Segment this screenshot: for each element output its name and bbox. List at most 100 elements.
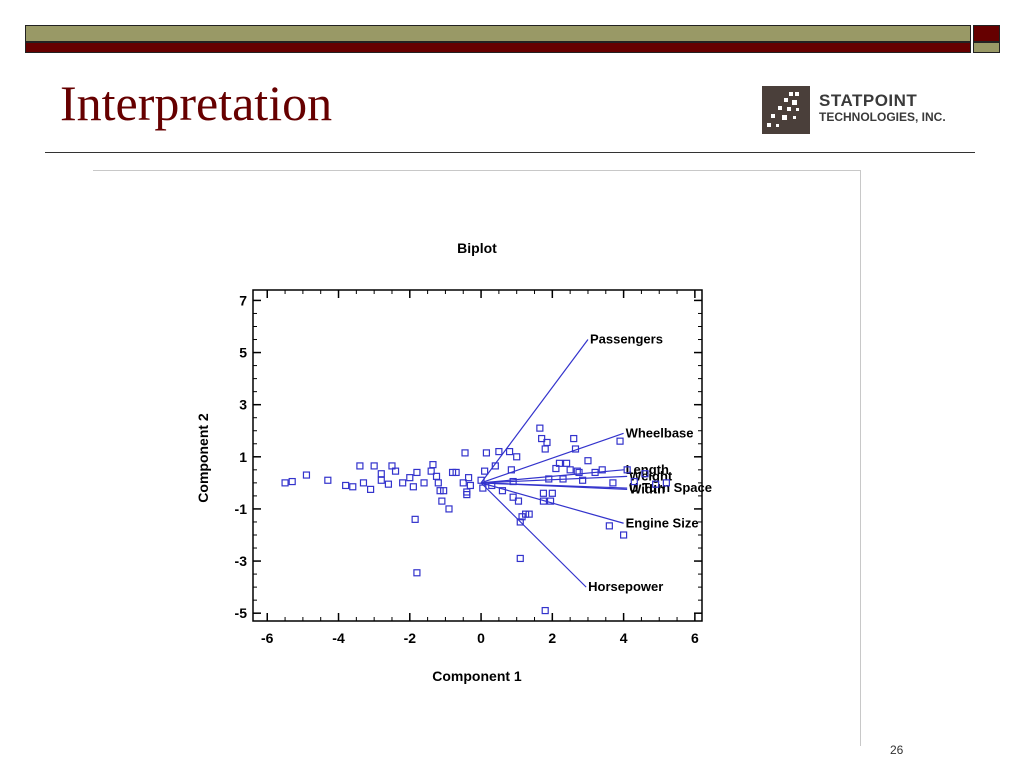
data-point <box>434 479 442 487</box>
x-tick-label: 0 <box>477 630 485 646</box>
data-point <box>370 462 378 470</box>
data-point <box>413 569 421 577</box>
data-point <box>324 476 332 484</box>
data-point <box>509 493 517 501</box>
header-bar-olive <box>25 25 971 42</box>
y-tick-label: -5 <box>235 605 248 621</box>
data-point <box>516 518 524 526</box>
logo-text-primary: STATPOINT <box>819 91 918 110</box>
data-point <box>438 497 446 505</box>
data-point <box>281 479 289 487</box>
data-point <box>623 466 631 474</box>
vector-label: Passengers <box>590 332 663 347</box>
data-point <box>555 459 564 467</box>
data-point <box>349 483 357 491</box>
data-point <box>616 437 624 445</box>
chart-title: Biplot <box>457 240 497 256</box>
data-point <box>514 497 523 505</box>
vector-line <box>480 482 624 524</box>
vector-label: Horsepower <box>588 579 663 594</box>
data-point <box>452 468 460 477</box>
data-point <box>541 606 549 615</box>
data-point <box>507 466 515 474</box>
data-point <box>538 434 546 443</box>
data-point <box>420 479 428 487</box>
data-point <box>566 466 574 474</box>
data-point <box>384 480 393 488</box>
x-tick-label: 4 <box>620 630 628 646</box>
y-tick-label: -3 <box>235 553 248 569</box>
data-point <box>482 449 491 457</box>
header-square-maroon <box>973 25 1000 42</box>
data-point <box>409 483 417 491</box>
x-axis-label: Component 1 <box>432 668 522 684</box>
data-point <box>559 475 567 483</box>
vector-line <box>480 339 589 484</box>
data-point <box>477 476 485 484</box>
data-point <box>495 447 503 456</box>
vector-label: Length <box>626 462 669 477</box>
data-point <box>584 457 592 465</box>
vector-label: Weight <box>629 468 673 483</box>
data-point <box>620 531 628 539</box>
vector-label: Engine Size <box>626 515 699 530</box>
plot-frame <box>252 289 703 622</box>
slide-title: Interpretation <box>60 75 333 131</box>
data-point <box>548 489 556 497</box>
data-point <box>641 470 649 478</box>
data-point <box>399 479 407 487</box>
score-points <box>281 424 670 615</box>
x-tick-label: -2 <box>404 630 417 646</box>
data-point <box>505 447 514 456</box>
data-point <box>411 515 419 523</box>
data-point <box>536 424 544 432</box>
vector-label: Wheelbase <box>626 425 694 440</box>
data-point <box>342 481 350 490</box>
data-point <box>466 481 474 490</box>
x-tick-label: 6 <box>691 630 699 646</box>
data-point <box>302 471 311 479</box>
logo-text-secondary: TECHNOLOGIES, INC. <box>819 110 946 124</box>
data-point <box>488 481 496 490</box>
data-point <box>513 453 521 461</box>
data-point <box>359 479 368 487</box>
vector-label: Width <box>629 481 665 496</box>
scattered-dots-logo-icon <box>762 86 810 134</box>
data-point <box>545 475 553 483</box>
y-tick-label: 5 <box>239 345 247 361</box>
x-tick-label: -6 <box>261 630 274 646</box>
data-point <box>573 467 581 475</box>
vector-line <box>481 482 628 490</box>
data-point <box>377 476 385 484</box>
header-bar-maroon <box>25 42 971 53</box>
data-point <box>464 474 473 482</box>
data-point <box>481 467 489 475</box>
slide-number: 26 <box>890 743 904 757</box>
vector-line <box>480 432 624 484</box>
header-square-olive <box>973 42 1000 53</box>
data-point <box>491 462 499 470</box>
chart-panel: Biplot -6 -4 -2 0 2 4 6 -5 -3 -1 1 3 5 7 Passengers Wh… <box>93 170 861 746</box>
data-point <box>571 445 580 453</box>
data-point <box>391 467 400 475</box>
y-tick-label: 7 <box>239 292 247 308</box>
data-point <box>356 462 364 470</box>
data-point <box>516 554 524 563</box>
data-point <box>377 470 385 478</box>
vector-line <box>481 475 628 484</box>
data-point <box>406 474 414 482</box>
y-tick-label: -1 <box>235 501 248 517</box>
data-point <box>609 479 617 487</box>
decorative-header-bar <box>25 25 1000 53</box>
x-tick-label: -4 <box>332 630 345 646</box>
data-point <box>459 479 467 487</box>
data-point <box>288 477 296 486</box>
data-point <box>498 487 507 495</box>
data-point <box>575 468 583 477</box>
company-logo: STATPOINT TECHNOLOGIES, INC. <box>762 86 1002 136</box>
data-point <box>662 479 670 487</box>
data-point <box>591 468 599 477</box>
data-point <box>445 505 453 513</box>
data-point <box>562 459 571 467</box>
